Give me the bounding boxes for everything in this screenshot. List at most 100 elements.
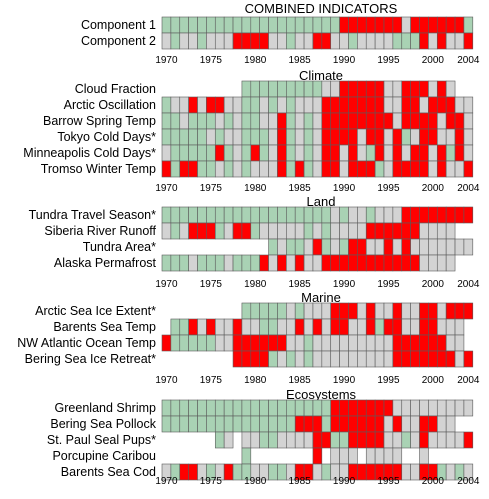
cell-minneapolis-cold-days-1990 (339, 144, 349, 162)
cell-component-2-1994 (374, 32, 385, 50)
cell-nw-atlantic-ocean-temp-1982 (268, 334, 278, 352)
cell-barrow-spring-temp-1978 (232, 112, 243, 130)
cell-bering-sea-ice-retreat-1983 (277, 350, 287, 368)
cell-barents-sea-temp-1988 (321, 318, 332, 336)
cell-barents-sea-temp-1978 (232, 318, 243, 336)
cell-siberia-river-runoff-1981 (259, 222, 269, 240)
cell-minneapolis-cold-days-1985 (294, 144, 305, 162)
cell-arctic-sea-ice-extent-1989 (330, 302, 340, 320)
cell-siberia-river-runoff-1990 (339, 222, 349, 240)
cell-arctic-oscillation-1994 (374, 96, 385, 114)
cell-minneapolis-cold-days-1978 (232, 144, 243, 162)
cell-siberia-river-runoff-2000 (428, 222, 438, 240)
cell-siberia-river-runoff-1989 (330, 222, 340, 240)
cell-st-paul-seal-pups-1980 (250, 431, 260, 449)
cell-tundra-travel-season-2000 (428, 206, 438, 224)
cell-bering-sea-pollock-1998 (410, 415, 420, 433)
cell-bering-sea-ice-retreat-1981 (259, 350, 269, 368)
year-tick-1975: 1975 (200, 375, 223, 386)
cell-tokyo-cold-days-1994 (374, 128, 385, 146)
cell-arctic-sea-ice-extent-1980 (250, 302, 260, 320)
cell-alaska-permafrost-1991 (348, 254, 358, 272)
cell-alaska-permafrost-1981 (259, 254, 269, 272)
year-tick-1990: 1990 (333, 183, 356, 194)
cell-st-paul-seal-pups-1983 (277, 431, 287, 449)
cell-tundra-travel-season-1992 (357, 206, 367, 224)
cell-barrow-spring-temp-1992 (357, 112, 367, 130)
cell-cloud-fraction-1991 (348, 80, 358, 98)
cell-cloud-fraction-2000 (428, 80, 438, 98)
combined-indicators-panel-title: COMBINED INDICATORS (245, 1, 398, 16)
cell-bering-sea-pollock-1970 (161, 415, 172, 433)
cell-nw-atlantic-ocean-temp-1992 (357, 334, 367, 352)
cell-tromso-winter-temp-1991 (348, 160, 358, 178)
cell-alaska-permafrost-1986 (303, 254, 314, 272)
cell-component-2-2000 (428, 32, 438, 50)
year-tick-1975: 1975 (200, 476, 223, 487)
cell-barrow-spring-temp-1971 (170, 112, 181, 130)
cell-cloud-fraction-1995 (383, 80, 394, 98)
cell-tundra-area-1984 (286, 238, 296, 256)
cell-component-2-1999 (419, 32, 429, 50)
cell-barents-sea-temp-1973 (188, 318, 198, 336)
cell-bering-sea-pollock-1976 (214, 415, 225, 433)
cell-component-2-1987 (312, 32, 323, 50)
cell-barents-sea-cod-2002 (445, 463, 456, 481)
cell-nw-atlantic-ocean-temp-1974 (197, 334, 207, 352)
cell-bering-sea-pollock-1983 (277, 415, 287, 433)
cell-component-2-1972 (179, 32, 189, 50)
cell-siberia-river-runoff-1983 (277, 222, 287, 240)
cell-minneapolis-cold-days-1980 (250, 144, 260, 162)
cell-tokyo-cold-days-2000 (428, 128, 438, 146)
tromso-winter-temp-label: Tromso Winter Temp (41, 162, 156, 176)
cell-minneapolis-cold-days-1992 (357, 144, 367, 162)
cell-alaska-permafrost-1971 (170, 254, 181, 272)
cell-minneapolis-cold-days-2004 (463, 144, 474, 162)
cell-barrow-spring-temp-1973 (188, 112, 198, 130)
cell-bering-sea-pollock-1997 (401, 415, 411, 433)
cell-nw-atlantic-ocean-temp-1996 (392, 334, 403, 352)
cell-tokyo-cold-days-1990 (339, 128, 349, 146)
cell-greenland-shrimp-1987 (312, 399, 323, 417)
cell-tromso-winter-temp-1973 (188, 160, 198, 178)
cell-component-1-1976 (214, 16, 225, 34)
cell-cloud-fraction-1981 (259, 80, 269, 98)
cell-barents-sea-temp-1975 (206, 318, 216, 336)
cell-siberia-river-runoff-1996 (392, 222, 403, 240)
cell-bering-sea-ice-retreat-1982 (268, 350, 278, 368)
cell-tundra-travel-season-2003 (454, 206, 465, 224)
cell-barents-sea-temp-1994 (374, 318, 385, 336)
cell-tokyo-cold-days-1970 (161, 128, 172, 146)
cell-st-paul-seal-pups-1990 (339, 431, 349, 449)
cell-tundra-area-1993 (365, 238, 376, 256)
cell-greenland-shrimp-1999 (419, 399, 429, 417)
cell-minneapolis-cold-days-1973 (188, 144, 198, 162)
cell-greenland-shrimp-1998 (410, 399, 420, 417)
year-tick-1995: 1995 (377, 55, 400, 66)
year-tick-2004: 2004 (457, 476, 480, 487)
cell-bering-sea-pollock-1987 (312, 415, 323, 433)
cell-barents-sea-temp-1985 (294, 318, 305, 336)
cell-minneapolis-cold-days-1975 (206, 144, 216, 162)
cell-component-2-1975 (206, 32, 216, 50)
cell-arctic-oscillation-1984 (286, 96, 296, 114)
cell-nw-atlantic-ocean-temp-1973 (188, 334, 198, 352)
year-tick-2000: 2000 (422, 375, 445, 386)
cell-alaska-permafrost-1970 (161, 254, 172, 272)
year-tick-2004: 2004 (457, 55, 480, 66)
cell-alaska-permafrost-1984 (286, 254, 296, 272)
cell-arctic-oscillation-1978 (232, 96, 243, 114)
cell-bering-sea-ice-retreat-2004 (463, 350, 474, 368)
cell-component-1-1972 (179, 16, 189, 34)
cell-bering-sea-pollock-1974 (197, 415, 207, 433)
cell-bering-sea-pollock-1995 (383, 415, 394, 433)
cell-component-2-1993 (365, 32, 376, 50)
arctic-oscillation-label: Arctic Oscillation (64, 98, 156, 112)
cell-bering-sea-ice-retreat-1990 (339, 350, 349, 368)
cell-tromso-winter-temp-1976 (214, 160, 225, 178)
cell-barrow-spring-temp-1994 (374, 112, 385, 130)
cell-arctic-oscillation-1996 (392, 96, 403, 114)
cell-barents-sea-temp-1996 (392, 318, 403, 336)
cell-tokyo-cold-days-1975 (206, 128, 216, 146)
cell-arctic-oscillation-1989 (330, 96, 340, 114)
